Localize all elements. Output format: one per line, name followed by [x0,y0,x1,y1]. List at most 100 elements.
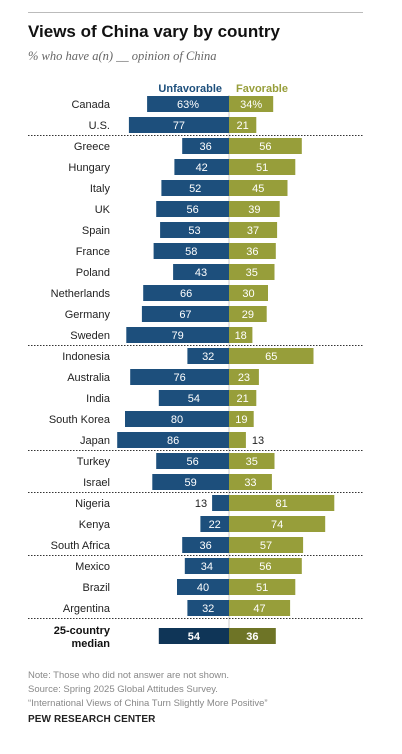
bar-unfavorable [156,453,229,469]
value-unfavorable: 77 [173,120,185,132]
value-favorable: 51 [256,162,268,174]
bar-unfavorable [126,327,229,343]
value-unfavorable: 54 [188,393,200,405]
note-text: Note: Those who did not answer are not s… [28,670,230,681]
bar-favorable [229,390,257,406]
value-unfavorable: 13 [195,498,207,510]
value-favorable: 51 [256,582,268,594]
bar-unfavorable [153,243,229,259]
bar-favorable [229,159,296,175]
value-unfavorable: 43 [195,267,207,279]
footer-credit: PEW RESEARCH CENTER [28,714,156,725]
value-favorable: 35 [246,267,258,279]
bar-favorable [229,138,302,154]
country-label: Nigeria [75,498,111,510]
value-favorable: 45 [252,183,264,195]
value-unfavorable: 32 [202,351,214,363]
country-label: Indonesia [62,351,111,363]
bar-unfavorable [128,117,229,133]
bar-unfavorable [182,138,229,154]
value-unfavorable: 80 [171,414,183,426]
bar-unfavorable [147,96,229,112]
bar-unfavorable [187,600,229,616]
bar-favorable [229,348,314,364]
bar-unfavorable [156,201,229,217]
bar-favorable [229,369,259,385]
value-favorable: 81 [276,498,288,510]
value-favorable: 37 [247,225,259,237]
value-unfavorable: 52 [189,183,201,195]
bar-unfavorable [160,222,229,238]
value-unfavorable: 56 [186,204,198,216]
country-label: Poland [76,267,110,279]
bar-favorable [229,327,253,343]
value-unfavorable: 34 [201,561,213,573]
median-label-line1: 25-country [54,625,111,637]
bar-unfavorable [125,411,229,427]
bar-favorable [229,285,268,301]
value-unfavorable: 79 [172,330,184,342]
value-median-unfavorable: 54 [188,631,201,643]
bar-unfavorable [158,390,229,406]
bar-favorable [229,117,257,133]
value-favorable: 36 [246,246,258,258]
value-unfavorable: 32 [202,603,214,615]
value-favorable: 21 [237,393,249,405]
bar-unfavorable [152,474,229,490]
value-unfavorable: 36 [199,141,211,153]
country-label: Mexico [75,561,110,573]
country-label: Spain [82,225,110,237]
value-favorable: 34% [240,99,262,111]
value-unfavorable: 40 [197,582,209,594]
value-favorable: 74 [271,519,283,531]
country-label: Sweden [70,330,110,342]
value-favorable: 39 [248,204,260,216]
value-favorable: 21 [237,120,249,132]
bar-unfavorable [182,537,229,553]
chart-subtitle: % who have a(n) __ opinion of China [28,49,217,63]
value-favorable: 56 [259,561,271,573]
value-favorable: 13 [252,435,264,447]
value-favorable: 57 [260,540,272,552]
bar-favorable [229,432,246,448]
bar-unfavorable [173,264,229,280]
bar-favorable [229,579,296,595]
value-unfavorable: 53 [188,225,200,237]
value-favorable: 65 [265,351,277,363]
bar-favorable [229,600,291,616]
country-label: India [86,393,111,405]
bar-favorable [229,474,272,490]
bar-favorable [229,96,274,112]
country-label: France [76,246,110,258]
country-label: Canada [71,99,110,111]
bar-favorable [229,495,335,511]
country-label: Italy [90,183,111,195]
bar-favorable [229,453,275,469]
bar-favorable [229,306,267,322]
value-unfavorable: 42 [196,162,208,174]
value-favorable: 18 [235,330,247,342]
country-label: Greece [74,141,110,153]
value-unfavorable: 22 [209,519,221,531]
country-label: U.S. [89,120,110,132]
value-unfavorable: 56 [186,456,198,468]
value-unfavorable: 86 [167,435,179,447]
bar-unfavorable [177,579,229,595]
bar-median-favorable [229,628,276,644]
country-label: Japan [80,435,110,447]
value-unfavorable: 66 [180,288,192,300]
country-label: South Africa [51,540,111,552]
bar-favorable [229,558,302,574]
legend-unfavorable: Unfavorable [158,83,222,95]
bar-unfavorable [141,306,229,322]
bar-unfavorable [130,369,229,385]
bar-unfavorable [161,180,229,196]
value-favorable: 56 [259,141,271,153]
value-favorable: 19 [235,414,247,426]
bar-favorable [229,537,304,553]
bar-favorable [229,264,275,280]
value-unfavorable: 76 [173,372,185,384]
value-favorable: 23 [238,372,250,384]
value-favorable: 47 [253,603,265,615]
